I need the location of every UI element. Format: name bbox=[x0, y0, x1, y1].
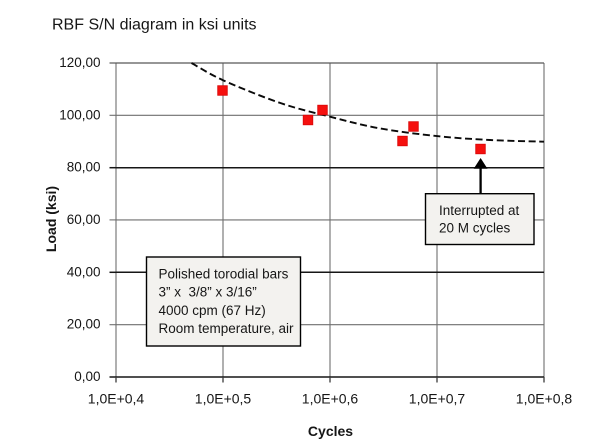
svg-text:Cycles: Cycles bbox=[308, 423, 353, 439]
svg-text:1,0E+0,5: 1,0E+0,5 bbox=[195, 391, 252, 407]
svg-text:60,00: 60,00 bbox=[67, 212, 101, 227]
svg-text:RBF S/N diagram in ksi units: RBF S/N diagram in ksi units bbox=[52, 17, 257, 34]
svg-text:0,00: 0,00 bbox=[74, 369, 100, 384]
svg-text:Interrupted at: Interrupted at bbox=[439, 203, 520, 218]
svg-text:100,00: 100,00 bbox=[59, 107, 100, 122]
svg-text:3” x 3/8” x 3/16”: 3” x 3/8” x 3/16” bbox=[159, 285, 257, 300]
svg-text:20,00: 20,00 bbox=[67, 317, 101, 332]
svg-text:20 M cycles: 20 M cycles bbox=[439, 221, 511, 236]
svg-text:120,00: 120,00 bbox=[59, 55, 100, 70]
svg-text:80,00: 80,00 bbox=[67, 160, 101, 175]
svg-text:1,0E+0,4: 1,0E+0,4 bbox=[88, 391, 145, 407]
svg-text:1,0E+0,7: 1,0E+0,7 bbox=[409, 391, 466, 407]
svg-text:40,00: 40,00 bbox=[67, 264, 101, 279]
svg-text:Polished torodial bars: Polished torodial bars bbox=[159, 266, 289, 281]
svg-text:Room temperature, air: Room temperature, air bbox=[159, 321, 295, 336]
svg-text:Load (ksi): Load (ksi) bbox=[43, 186, 59, 252]
svg-text:1,0E+0,6: 1,0E+0,6 bbox=[302, 391, 359, 407]
svg-text:4000 cpm (67 Hz): 4000 cpm (67 Hz) bbox=[159, 303, 266, 318]
svg-text:1,0E+0,8: 1,0E+0,8 bbox=[516, 391, 573, 407]
